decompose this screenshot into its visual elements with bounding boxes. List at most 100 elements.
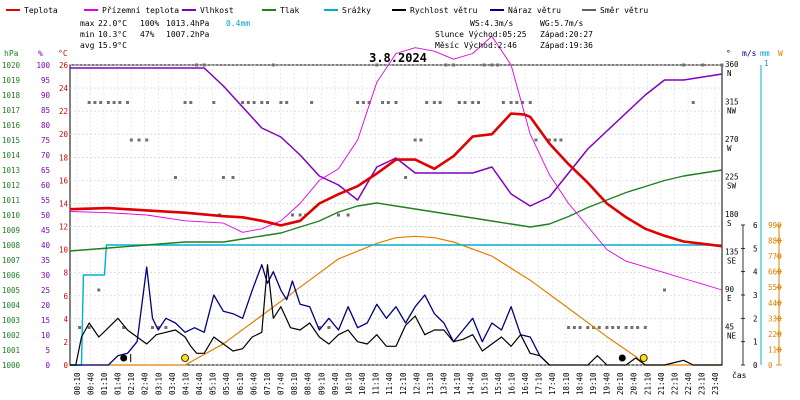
wind-direction-point (482, 63, 486, 67)
stat-min-press: 1007.2hPa (166, 30, 210, 39)
wind-direction-point (720, 63, 724, 67)
legend-label: Přízemní teplota (102, 6, 179, 15)
pct-tick-label: 85 (41, 106, 50, 115)
ms-tick-label: 4 (753, 268, 758, 277)
wind-speed-line (70, 264, 722, 366)
temp-tick-label: 14 (59, 199, 69, 208)
legend-label: Srážky (342, 6, 371, 15)
hpa-tick-label: 1018 (2, 91, 21, 100)
ms-tick-label: 5 (753, 244, 758, 253)
pct-tick-label: 80 (41, 121, 51, 130)
moonset-marker (618, 354, 626, 362)
wind-direction-point (509, 101, 513, 104)
wind-direction-point (605, 326, 609, 329)
wind-direction-point (521, 101, 525, 104)
hpa-unit-label: hPa (4, 49, 19, 58)
wind-direction-point (611, 326, 615, 329)
sunset-marker (639, 354, 648, 362)
pct-tick-label: 15 (41, 316, 50, 325)
hpa-tick-label: 1002 (2, 331, 20, 340)
wind-direction-point (572, 326, 576, 329)
ground-temperature-line (69, 35, 723, 291)
wind-direction-point (164, 326, 168, 329)
hpa-tick-label: 1001 (2, 346, 20, 355)
x-tick-label: 06:40 (249, 372, 258, 395)
legend-label: Náraz větru (508, 6, 561, 15)
dir-tick-label: N (727, 69, 732, 78)
wind-direction-point (630, 326, 634, 329)
x-tick-label: 13:40 (440, 372, 449, 395)
x-tick-label: 03:10 (154, 372, 163, 395)
stat-max-hum: 100% (140, 19, 159, 28)
info-moon: Měsíc Východ:2:46 (435, 41, 517, 50)
wind-direction-point (553, 138, 557, 142)
wind-direction-point (616, 326, 620, 329)
x-tick-label: 21:10 (643, 372, 652, 395)
wind-direction-point (97, 288, 101, 292)
temp-unit-label: °C (58, 49, 68, 58)
ms-tick-label: 3 (753, 291, 758, 300)
dir-tick-deg: 225 (725, 173, 739, 182)
temp-tick-label: 4 (63, 315, 68, 324)
wind-direction-point (496, 63, 500, 67)
w-tick-label: 220 (768, 330, 782, 339)
wind-direction-point (252, 101, 256, 104)
x-tick-label: 08:40 (304, 372, 313, 395)
wind-direction-point (367, 101, 371, 104)
wind-direction-point (444, 63, 448, 67)
w-tick-label: 330 (768, 314, 782, 323)
hpa-tick-label: 1011 (2, 196, 20, 205)
x-tick-label: 15:10 (480, 372, 489, 395)
wind-direction-point (452, 63, 456, 67)
x-tick-label: 05:10 (209, 372, 218, 395)
dir-tick-deg: 270 (725, 135, 739, 144)
stat-avg-temp: 15.9°C (98, 41, 127, 50)
wind-direction-point (183, 101, 187, 104)
wind-direction-point (327, 326, 331, 329)
w-tick-label: 110 (768, 345, 782, 354)
info-sunset: Západ:20:27 (540, 30, 593, 39)
x-tick-label: 04:10 (181, 372, 190, 395)
stat-max-press: 1013.4hPa (166, 19, 210, 28)
wind-direction-point (99, 101, 103, 104)
x-tick-label: 07:10 (263, 372, 272, 395)
humidity-line (70, 67, 723, 207)
wind-direction-point (93, 101, 97, 104)
dir-tick-label: E (727, 294, 732, 303)
wind-direction-point (78, 326, 82, 329)
stats-block: max 22.0°C 100% 1013.4hPa 0.4mm min 10.3… (80, 19, 250, 50)
x-tick-label: 19:40 (603, 372, 612, 395)
wind-direction-point (501, 101, 505, 104)
w-tick-label: 0 (768, 361, 773, 370)
legend-label: Rychlost větru (410, 6, 478, 15)
pct-tick-label: 70 (41, 151, 51, 160)
wind-direction-point (636, 326, 640, 329)
pct-tick-label: 65 (41, 166, 50, 175)
wind-direction-point (386, 101, 390, 104)
dir-tick-deg: 315 (725, 98, 739, 107)
wind-direction-point (271, 63, 275, 67)
pct-tick-label: 35 (41, 256, 50, 265)
info-wg: WG:5.7m/s (540, 19, 584, 28)
wind-direction-point (246, 101, 250, 104)
wind-direction-point (356, 101, 360, 104)
hpa-tick-label: 1019 (2, 76, 20, 85)
wind-direction-point (129, 138, 133, 142)
wind-direction-point (87, 101, 91, 104)
pct-tick-label: 30 (41, 271, 51, 280)
x-tick-label: 00:10 (73, 372, 82, 395)
x-tick-label: 03:40 (168, 372, 177, 395)
x-tick-label: 19:10 (589, 372, 598, 395)
temp-tick-label: 8 (63, 269, 68, 278)
ms-tick-label: 1 (753, 338, 758, 347)
w-unit-label: W (778, 49, 783, 58)
ms-tick-label: 6 (753, 221, 758, 230)
x-tick-label: 18:40 (575, 372, 584, 395)
dir-tick-label: NW (727, 107, 737, 116)
x-tick-label: 04:40 (195, 372, 204, 395)
wind-direction-point (528, 101, 532, 104)
legend: Teplota Přízemní teplota Vlhkost Tlak Srážky… (6, 6, 648, 15)
mm-tick-label: 1 (764, 59, 769, 68)
dir-tick-deg: 360 (725, 60, 739, 69)
stat-max-label: max (80, 19, 95, 28)
